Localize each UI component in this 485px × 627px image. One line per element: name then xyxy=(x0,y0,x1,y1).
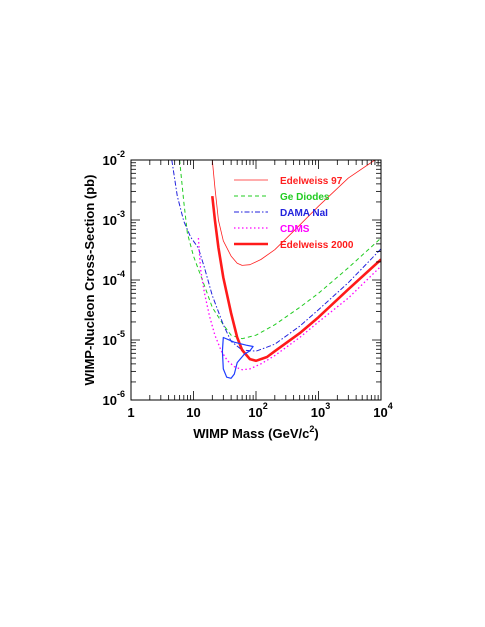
legend-label: CDMS xyxy=(280,224,310,235)
x-tick-label: 103 xyxy=(311,401,330,420)
x-axis-title-main: WIMP Mass (GeV/c xyxy=(193,426,309,441)
series-curve-edelweiss-97 xyxy=(211,160,376,266)
series-curve-ge-diodes xyxy=(179,160,381,340)
legend-label: Ge Diodes xyxy=(280,192,330,203)
plot-curves xyxy=(171,160,381,379)
series-curve-edelweiss-2000 xyxy=(211,195,381,363)
x-tick-label: 10 xyxy=(186,405,200,420)
dama-allowed-region-curve xyxy=(221,336,254,379)
x-axis-title-sup: 2 xyxy=(309,424,314,434)
series-curve-dama-nai xyxy=(171,160,381,352)
x-axis-title-end: ) xyxy=(314,426,318,441)
x-tick-label: 1 xyxy=(127,405,134,420)
legend: Edelweiss 97 Ge Diodes DAMA NaI CDMS Edelwei… xyxy=(234,176,354,251)
legend-label: Edelweiss 2000 xyxy=(280,240,354,251)
y-tick-label: 10-2 xyxy=(103,149,125,168)
y-tick-label: 10-4 xyxy=(103,269,125,288)
y-tick-label: 10-6 xyxy=(103,389,125,408)
axis-tick-labels: 1 10 102 103 104 10-6 10-5 10-4 10-3 10-2 xyxy=(103,149,393,420)
legend-label: Edelweiss 97 xyxy=(280,176,343,187)
legend-label: DAMA NaI xyxy=(280,208,328,219)
x-tick-label: 104 xyxy=(373,401,392,420)
axis-ticks xyxy=(130,159,382,401)
y-tick-label: 10-3 xyxy=(103,209,125,228)
x-tick-label: 102 xyxy=(248,401,267,420)
x-axis-title: WIMP Mass (GeV/c2) xyxy=(193,424,318,441)
y-tick-label: 10-5 xyxy=(103,329,125,348)
y-axis-title: WIMP-Nucleon Cross-Section (pb) xyxy=(82,175,97,386)
series-curve-cdms xyxy=(197,238,381,371)
